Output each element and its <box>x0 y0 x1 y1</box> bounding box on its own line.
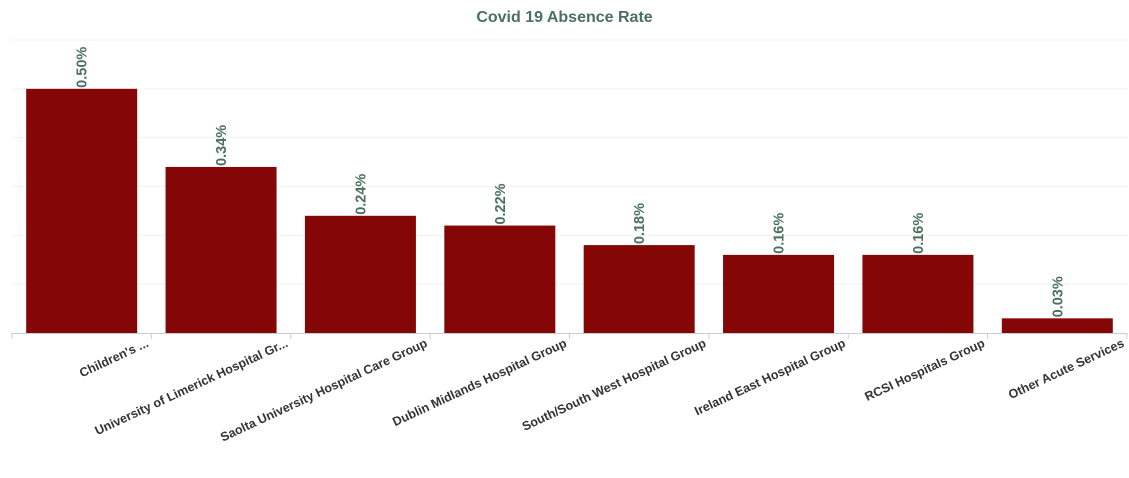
bar <box>304 215 416 333</box>
data-label: 0.03% <box>1050 276 1066 317</box>
bar <box>165 166 277 333</box>
bar <box>862 254 974 333</box>
category-label: Children's ... <box>77 336 150 380</box>
data-label: 0.16% <box>911 213 927 254</box>
data-label: 0.34% <box>214 125 230 166</box>
category-label: RCSI Hospitals Group <box>863 336 988 404</box>
category-label: Other Acute Services <box>1006 336 1126 402</box>
bar <box>26 88 138 333</box>
data-label: 0.22% <box>493 183 509 224</box>
data-label: 0.24% <box>353 174 369 215</box>
bar <box>1001 318 1113 333</box>
data-labels: 0.50% 0.34% 0.24% 0.22% 0.18% 0.16% 0.16% 0.03% <box>75 47 1067 318</box>
category-label: Ireland East Hospital Group <box>692 336 847 418</box>
data-label: 0.16% <box>772 213 788 254</box>
bar <box>444 225 556 333</box>
bar <box>583 245 695 333</box>
x-axis <box>11 333 1128 339</box>
category-labels: Children's ...University of Limerick Hos… <box>77 336 1126 445</box>
bar <box>723 254 835 333</box>
chart-title: Covid 19 Absence Rate <box>476 9 653 26</box>
data-label: 0.50% <box>75 47 91 88</box>
bars <box>26 88 1113 333</box>
data-label: 0.18% <box>632 203 648 244</box>
